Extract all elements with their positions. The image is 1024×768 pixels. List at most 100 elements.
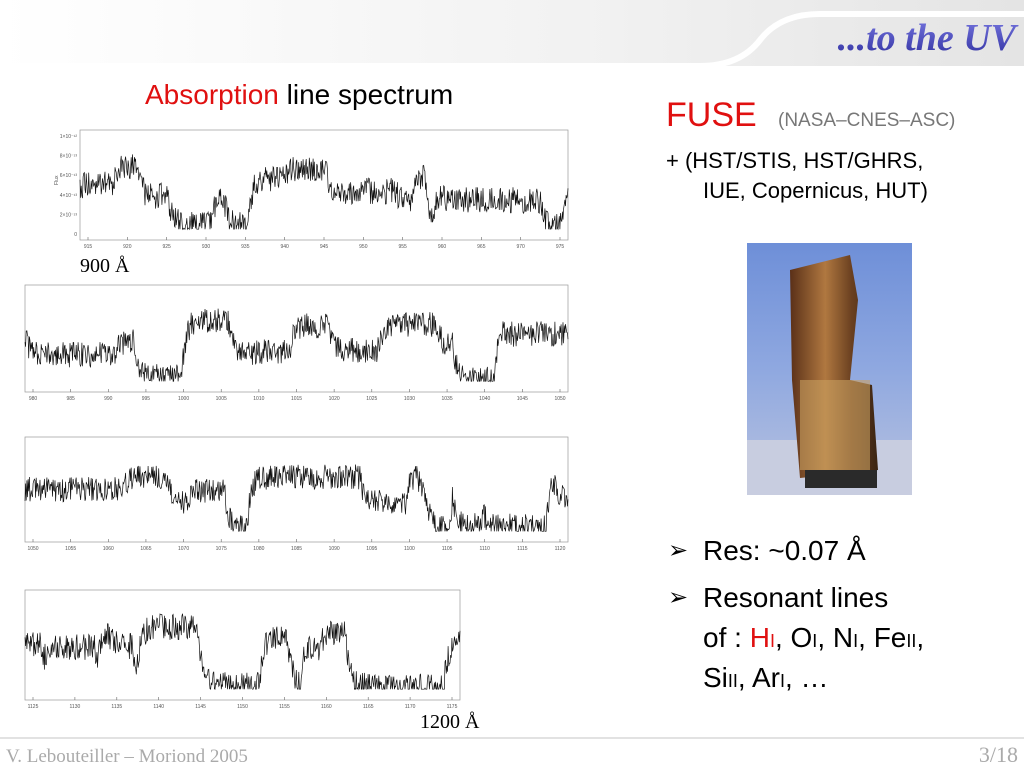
agencies: (NASA–CNES–ASC) [778,110,955,131]
x-tick-label: 1150 [237,704,248,710]
separator: , [785,662,801,693]
x-tick-label: 980 [29,396,38,402]
y-tick-label: 2×10⁻¹³ [60,212,78,218]
x-tick-label: 920 [123,244,132,250]
bullet-text: Resonant lines [703,582,888,613]
species-ion: II [906,631,916,651]
x-tick-label: 1095 [366,546,377,552]
spectrum-frame [79,129,569,241]
x-tick-label: 1035 [442,396,453,402]
x-tick-label: 1170 [405,704,416,710]
y-axis-label: Flux [54,175,60,185]
y-tick-label: 4×10⁻¹³ [60,193,78,199]
x-tick-label: 975 [556,244,565,250]
x-tick-label: 1165 [363,704,374,710]
x-tick-label: 1140 [153,704,164,710]
species-ion: II [728,671,738,691]
species-ion: I [780,671,785,691]
x-tick-label: 1125 [28,704,39,710]
x-tick-label: 930 [202,244,211,250]
x-tick-label: 1110 [480,546,491,552]
ellipsis: … [801,662,829,693]
mission: FUSE [666,96,757,134]
bullet-text: of : [703,622,750,653]
x-tick-label: 1030 [404,396,415,402]
end-label: 1200 Å [420,711,480,733]
start-label: 900 Å [80,255,130,277]
species-ion: I [770,631,775,651]
separator: , [738,662,752,693]
y-tick-label: 8×10⁻¹³ [60,154,78,160]
x-tick-label: 1000 [178,396,189,402]
species-ion: I [853,631,858,651]
x-tick-label: 1050 [554,396,565,402]
x-tick-label: 1020 [329,396,340,402]
x-tick-label: 995 [142,396,151,402]
x-tick-label: 925 [162,244,171,250]
x-tick-label: 1010 [253,396,264,402]
species-line: SiII, ArI, … [703,662,829,693]
species-element: N [833,622,853,653]
footer-page: 3/18 [979,742,1018,767]
heading-highlight: Absorption [145,79,279,110]
x-tick-label: 1145 [195,704,206,710]
x-tick-label: 1135 [111,704,122,710]
slide-title: ...to the UV [838,17,1019,59]
y-tick-label: 0 [74,232,77,238]
separator: , [858,622,874,653]
heading-rest: line spectrum [279,79,453,110]
x-tick-label: 1075 [216,546,227,552]
x-tick-label: 1115 [517,546,528,552]
x-tick-label: 990 [104,396,113,402]
x-tick-label: 1120 [555,546,566,552]
species-element: Fe [874,622,907,653]
photo [747,243,912,495]
x-tick-label: 1050 [27,546,38,552]
species-ion: I [812,631,817,651]
spectrum-trace [24,308,569,383]
spectra: 915 920 925 930 935 940 945 950 955 960 965 970 975 0… [24,129,569,710]
spectrum-trace [24,464,569,533]
x-tick-label: 1060 [103,546,114,552]
footer-author: V. Lebouteiller – Moriond 2005 [6,746,248,767]
other-missions: + (HST/STIS, HST/GHRS, [666,148,923,173]
x-tick-label: 1090 [329,546,340,552]
x-tick-label: 985 [66,396,75,402]
x-tick-label: 950 [359,244,368,250]
bullet-arrow: ➢ [668,584,688,611]
x-tick-label: 1065 [140,546,151,552]
x-tick-label: 1160 [321,704,332,710]
x-tick-label: 945 [320,244,329,250]
x-tick-label: 1055 [65,546,76,552]
x-tick-label: 1100 [404,546,415,552]
x-tick-label: 1130 [70,704,81,710]
x-tick-label: 970 [516,244,525,250]
species-element: H [750,622,770,653]
x-tick-label: 1025 [366,396,377,402]
bullet-arrow: ➢ [668,537,688,564]
x-tick-label: 940 [280,244,289,250]
x-tick-label: 955 [398,244,407,250]
other-missions: IUE, Copernicus, HUT) [703,178,928,203]
x-tick-label: 1005 [216,396,227,402]
spectrum-trace [24,613,461,691]
separator: , [916,622,932,653]
separator: , [817,622,833,653]
x-tick-label: 1105 [442,546,453,552]
x-tick-label: 935 [241,244,250,250]
x-tick-label: 1175 [447,704,458,710]
separator: , [775,622,791,653]
species-element: O [791,622,813,653]
x-tick-label: 1070 [178,546,189,552]
x-tick-label: 1085 [291,546,302,552]
x-tick-label: 1080 [253,546,264,552]
bullet-text: Res: ~0.07 Å [703,535,866,566]
spectrum-trace [79,154,569,231]
x-tick-label: 1045 [517,396,528,402]
x-tick-label: 915 [84,244,93,250]
x-tick-label: 1155 [279,704,290,710]
header-curve [0,11,1024,69]
x-tick-label: 1015 [291,396,302,402]
species-element: Si [703,662,728,693]
